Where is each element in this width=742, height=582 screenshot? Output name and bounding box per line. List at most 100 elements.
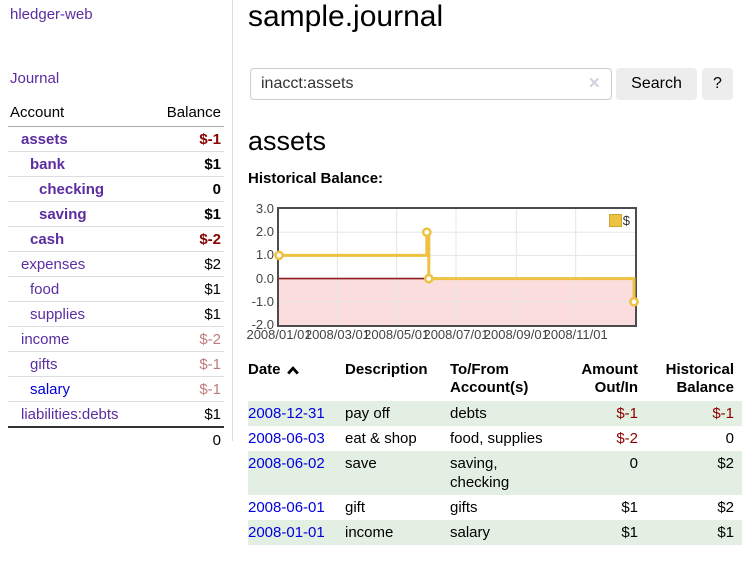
- account-link[interactable]: salary: [30, 380, 71, 398]
- column-header-accounts: To/From Account(s): [450, 361, 529, 396]
- x-tick-label: 2008/07/01: [423, 327, 489, 342]
- account-link[interactable]: assets: [21, 130, 68, 148]
- chart-plot-svg[interactable]: [274, 209, 639, 325]
- account-link[interactable]: cash: [30, 230, 65, 248]
- x-tick-label: 2008/11/01: [543, 327, 608, 342]
- search-input[interactable]: [250, 68, 612, 100]
- column-header-description: Description: [345, 361, 428, 378]
- page-title: sample.journal: [248, 0, 444, 33]
- account-balance: $1: [146, 151, 224, 177]
- register-table-body: 2008-12-31 pay off debts $-1 $-1 2008-06…: [248, 401, 742, 545]
- clear-search-icon[interactable]: ✕: [588, 75, 601, 92]
- account-link[interactable]: bank: [30, 155, 66, 173]
- register-row: 2008-01-01 income salary $1 $1: [248, 520, 742, 545]
- transaction-date-link[interactable]: 2008-06-01: [248, 499, 325, 516]
- y-tick-label: -1.0: [251, 293, 274, 309]
- transaction-amount: $1: [621, 524, 638, 541]
- y-tick-label: 1.0: [255, 247, 274, 263]
- account-link[interactable]: saving: [39, 205, 87, 223]
- account-balance: $-2: [146, 226, 224, 252]
- account-row: bank $1: [8, 151, 224, 177]
- historical-balance-chart: 3.0 2.0 1.0 0.0 -1.0 -2.0 $ 2008/01/01 2008/03…: [246, 200, 742, 348]
- transaction-date-link[interactable]: 2008-06-02: [248, 455, 325, 472]
- transaction-amount: $1: [621, 499, 638, 516]
- y-tick-label: 0.0: [255, 270, 274, 286]
- account-link[interactable]: food: [30, 280, 60, 298]
- account-balance: $2: [146, 251, 224, 277]
- transaction-description: save: [345, 455, 377, 472]
- transaction-accounts: debts: [450, 405, 487, 422]
- account-row: gifts $-1: [8, 351, 224, 377]
- transaction-accounts: salary: [450, 524, 491, 541]
- transaction-balance: $-1: [712, 405, 734, 422]
- register-table: Date Description To/From Account(s) Amoun…: [248, 358, 742, 545]
- account-row: income $-2: [8, 326, 224, 352]
- x-tick-label: 2008/03/01: [304, 327, 370, 342]
- search-bar: ✕ Search ?: [250, 68, 742, 102]
- register-row: 2008-06-03 eat & shop food, supplies $-2…: [248, 426, 742, 451]
- y-tick-label: -2.0: [251, 317, 274, 332]
- column-header-balance: Historical Balance: [665, 361, 734, 396]
- account-row: cash $-2: [8, 226, 224, 252]
- account-link[interactable]: expenses: [21, 255, 86, 273]
- account-row: expenses $2: [8, 251, 224, 277]
- transaction-accounts: saving, checking: [450, 455, 510, 491]
- register-row: 2008-12-31 pay off debts $-1 $-1: [248, 401, 742, 426]
- transaction-date-link[interactable]: 2008-06-03: [248, 430, 325, 447]
- transaction-date-link[interactable]: 2008-12-31: [248, 405, 325, 422]
- account-link[interactable]: income: [21, 330, 70, 348]
- date-header-label: Date: [248, 361, 281, 378]
- account-balance: $-2: [146, 326, 224, 352]
- balance-column-header: Balance: [146, 100, 224, 127]
- transaction-balance: $2: [717, 499, 734, 516]
- account-link[interactable]: gifts: [30, 355, 58, 373]
- account-row: supplies $1: [8, 301, 224, 327]
- account-balance: $1: [146, 201, 224, 227]
- transaction-amount: 0: [629, 455, 638, 472]
- account-balance-table: Account Balance assets $-1 bank $1 check…: [8, 100, 224, 452]
- x-tick-label: 2008/01/01: [246, 327, 312, 342]
- account-total-row: 0: [8, 426, 224, 452]
- account-balance: 0: [146, 176, 224, 202]
- transaction-balance: 0: [725, 430, 734, 447]
- x-tick-label: 2008/09/01: [483, 327, 549, 342]
- transaction-description: income: [345, 524, 394, 541]
- help-button[interactable]: ?: [702, 68, 733, 100]
- x-tick-label: 2008/05/01: [364, 327, 430, 342]
- transaction-amount: $-1: [616, 405, 638, 422]
- account-row: checking 0: [8, 176, 224, 202]
- main-content: sample.journal ✕ Search ? assets Histori…: [246, 0, 742, 582]
- account-row: food $1: [8, 276, 224, 302]
- column-header-date[interactable]: Date: [248, 358, 345, 401]
- y-tick-label: 2.0: [255, 224, 274, 240]
- account-row: saving $1: [8, 201, 224, 227]
- transaction-accounts: food, supplies: [450, 430, 543, 447]
- register-row: 2008-06-01 gift gifts $1 $2: [248, 495, 742, 520]
- transaction-accounts: gifts: [450, 499, 478, 516]
- account-balance: $1: [146, 301, 224, 327]
- account-row: liabilities:debts $1: [8, 401, 224, 427]
- transaction-balance: $1: [717, 524, 734, 541]
- legend-swatch-icon: [608, 214, 622, 227]
- transaction-description: gift: [345, 499, 366, 516]
- sidebar-item-journal[interactable]: Journal: [10, 70, 60, 87]
- chart-legend: $: [606, 212, 632, 229]
- transaction-date-link[interactable]: 2008-01-01: [248, 524, 325, 541]
- account-link[interactable]: liabilities:debts: [21, 405, 119, 423]
- account-balance: $1: [146, 276, 224, 302]
- transaction-description: pay off: [345, 405, 390, 422]
- search-button[interactable]: Search: [616, 68, 697, 100]
- account-heading: assets: [248, 126, 327, 156]
- brand-link[interactable]: hledger-web: [10, 6, 93, 23]
- chart-title: Historical Balance:: [248, 170, 384, 187]
- y-tick-label: 3.0: [255, 201, 274, 216]
- account-table-body: assets $-1 bank $1 checking 0 saving $1 …: [8, 126, 224, 427]
- register-header-row: Date Description To/From Account(s) Amoun…: [248, 358, 742, 401]
- account-row: assets $-1: [8, 126, 224, 152]
- account-link[interactable]: checking: [39, 180, 105, 198]
- sort-ascending-icon: [286, 365, 299, 375]
- account-balance: $1: [146, 401, 224, 427]
- account-link[interactable]: supplies: [30, 305, 86, 323]
- column-header-amount: Amount Out/In: [581, 361, 638, 396]
- chart-plot-area[interactable]: $: [274, 207, 639, 327]
